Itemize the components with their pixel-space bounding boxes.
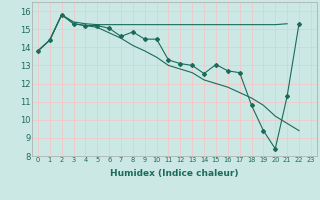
X-axis label: Humidex (Indice chaleur): Humidex (Indice chaleur) [110,169,239,178]
